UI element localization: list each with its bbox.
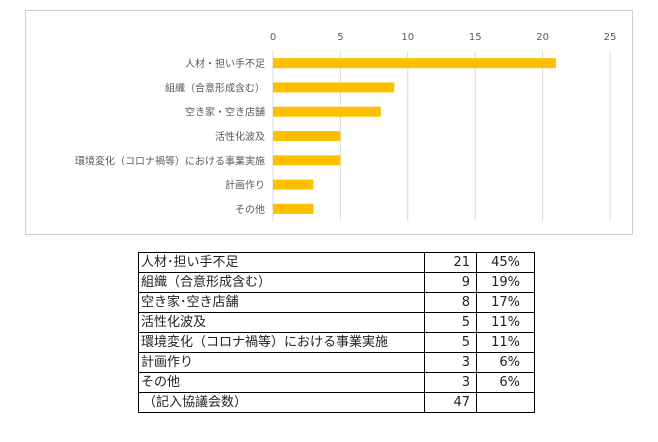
row-label: その他 xyxy=(138,372,425,393)
x-tick-label: 5 xyxy=(337,32,343,43)
row-percent: 17% xyxy=(476,292,535,313)
table-row: 活性化波及 5 11% xyxy=(138,312,535,333)
row-label: 空き家･空き店舗 xyxy=(138,292,425,313)
row-count: 21 xyxy=(424,252,477,273)
row-label: 環境変化（コロナ禍等）における事業実施 xyxy=(138,332,425,353)
bar xyxy=(273,106,381,117)
row-percent: 6% xyxy=(476,352,535,373)
category-label: 人材・担い手不足 xyxy=(185,57,265,70)
x-tick-label: 10 xyxy=(401,32,414,43)
row-count: 3 xyxy=(424,372,477,393)
bar xyxy=(273,82,395,93)
row-count: 8 xyxy=(424,292,477,313)
category-label: 環境変化（コロナ禍等）における事業実施 xyxy=(75,154,265,167)
table-row: 人材･担い手不足 21 45% xyxy=(138,252,535,273)
row-count: 5 xyxy=(424,312,477,333)
x-tick-label: 25 xyxy=(604,32,617,43)
row-label: 組織（合意形成含む） xyxy=(138,272,425,293)
row-label: （記入協議会数） xyxy=(138,392,425,413)
x-tick-label: 15 xyxy=(469,32,482,43)
bar xyxy=(273,179,314,190)
category-label: 活性化波及 xyxy=(215,130,265,143)
table-row: 組織（合意形成含む） 9 19% xyxy=(138,272,535,293)
row-count: 9 xyxy=(424,272,477,293)
table-row: 空き家･空き店舗 8 17% xyxy=(138,292,535,313)
bar xyxy=(273,131,341,141)
row-count: 47 xyxy=(424,392,477,413)
category-label: その他 xyxy=(235,203,265,216)
row-percent: 19% xyxy=(476,272,535,293)
row-label: 活性化波及 xyxy=(138,312,425,333)
row-percent: 11% xyxy=(476,332,535,353)
row-percent: 45% xyxy=(476,252,535,273)
bar xyxy=(273,155,341,166)
row-percent: 11% xyxy=(476,312,535,333)
x-tick-label: 0 xyxy=(270,32,276,43)
x-tick-label: 20 xyxy=(536,32,549,43)
row-label: 人材･担い手不足 xyxy=(138,252,425,273)
row-count: 5 xyxy=(424,332,477,353)
category-label: 空き家・空き店舗 xyxy=(185,106,265,119)
chart-area: 0 5 10 15 20 25 人材・担い手不足組織（合意形成含む） 空き家・空き店舗活性化波… xyxy=(25,10,633,235)
table-row: その他 3 6% xyxy=(138,372,535,393)
row-percent xyxy=(476,392,535,413)
bar xyxy=(273,203,314,214)
category-label: 組織（合意形成含む） xyxy=(165,81,265,94)
table-row: （記入協議会数） 47 xyxy=(138,392,535,413)
data-table: 人材･担い手不足 21 45% 組織（合意形成含む） 9 19% 空き家･空き店舗 8 17% 活… xyxy=(138,252,535,413)
row-count: 3 xyxy=(424,352,477,373)
row-label: 計画作り xyxy=(138,352,425,373)
bar xyxy=(273,58,557,69)
table-row: 環境変化（コロナ禍等）における事業実施 5 11% xyxy=(138,332,535,353)
row-percent: 6% xyxy=(476,372,535,393)
category-label: 計画作り xyxy=(225,179,265,192)
table-row: 計画作り 3 6% xyxy=(138,352,535,373)
